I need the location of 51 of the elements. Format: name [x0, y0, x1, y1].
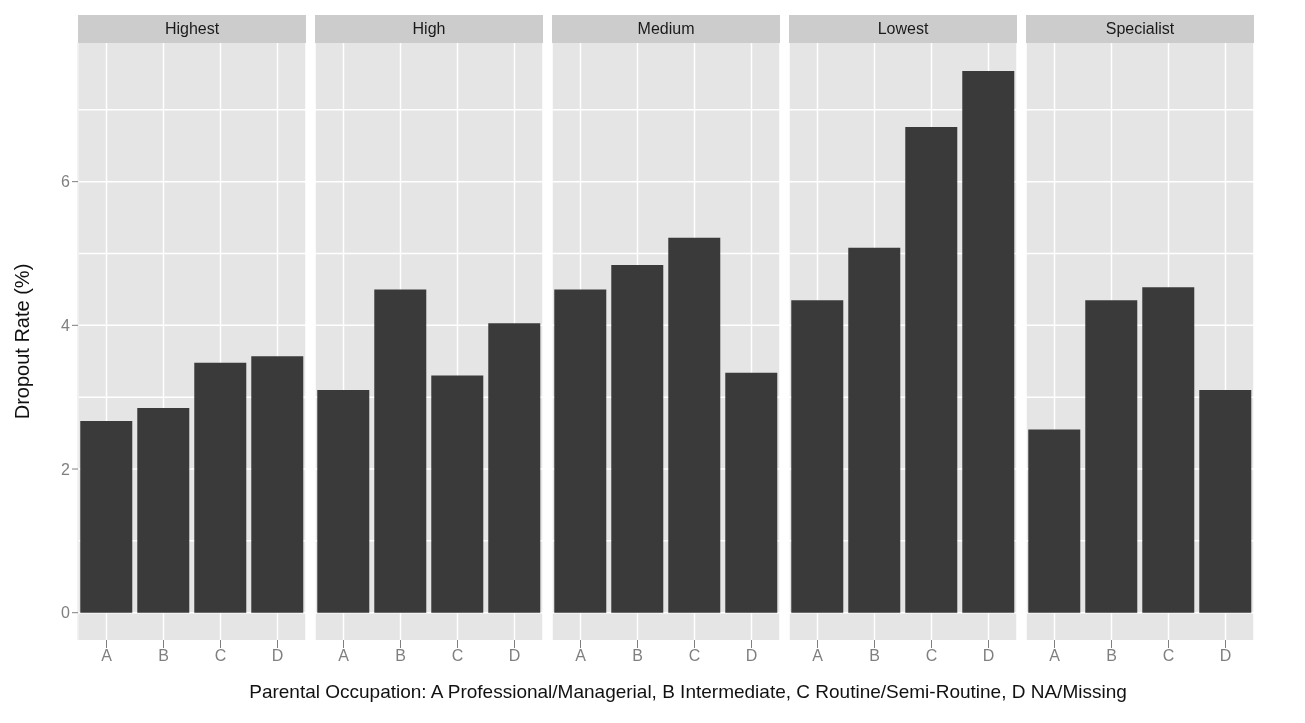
x-tick-label: D: [271, 647, 284, 665]
bar: [725, 372, 778, 613]
bar: [488, 323, 541, 613]
x-tick-label: D: [982, 647, 995, 665]
x-tick-label: D: [745, 647, 758, 665]
chart-title: Lowest: [789, 15, 1017, 43]
chart-title: Medium: [552, 15, 780, 43]
bar: [848, 247, 901, 613]
x-tick-label: C: [925, 647, 938, 665]
x-tick-label: B: [869, 647, 880, 665]
bar: [905, 127, 958, 613]
y-tick-label: 2: [61, 460, 71, 478]
bar: [251, 356, 304, 613]
bar: [962, 71, 1015, 613]
y-tick-label: 0: [61, 604, 71, 622]
x-tick-label: A: [101, 647, 113, 665]
bar: [791, 300, 844, 613]
bar: [137, 407, 190, 613]
bar: [194, 362, 247, 613]
bar: [1142, 287, 1195, 613]
x-tick-label: D: [1219, 647, 1232, 665]
bar: [374, 289, 427, 613]
x-tick-label: C: [214, 647, 227, 665]
bar: [1199, 389, 1252, 613]
bar: [1085, 300, 1138, 613]
bar: [431, 375, 484, 613]
bar: [611, 264, 664, 613]
x-tick-label: A: [1049, 647, 1061, 665]
y-tick-label: 4: [61, 317, 71, 335]
chart-title: Highest: [78, 15, 306, 43]
x-tick-label: B: [632, 647, 643, 665]
chart-title: High: [315, 15, 543, 43]
y-axis-title: Dropout Rate (%): [11, 263, 35, 420]
x-tick-label: B: [1106, 647, 1117, 665]
x-tick-label: B: [395, 647, 406, 665]
chart-title: Specialist: [1026, 15, 1254, 43]
bar: [668, 237, 721, 613]
bar: [80, 420, 133, 613]
bar: [317, 389, 370, 613]
bar: [554, 289, 607, 613]
y-tick-label: 6: [61, 173, 71, 191]
bar: [1028, 429, 1081, 613]
x-tick-label: A: [812, 647, 824, 665]
x-tick-label: A: [575, 647, 587, 665]
x-tick-label: A: [338, 647, 350, 665]
x-tick-label: C: [688, 647, 701, 665]
x-tick-label: C: [1162, 647, 1175, 665]
x-tick-label: D: [508, 647, 521, 665]
x-tick-label: C: [451, 647, 464, 665]
x-tick-label: B: [158, 647, 169, 665]
x-axis-title: Parental Occupation: A Professional/Managerial, B Intermediate, C Routine/Semi-Routine, D NA/Missing: [248, 681, 1128, 703]
